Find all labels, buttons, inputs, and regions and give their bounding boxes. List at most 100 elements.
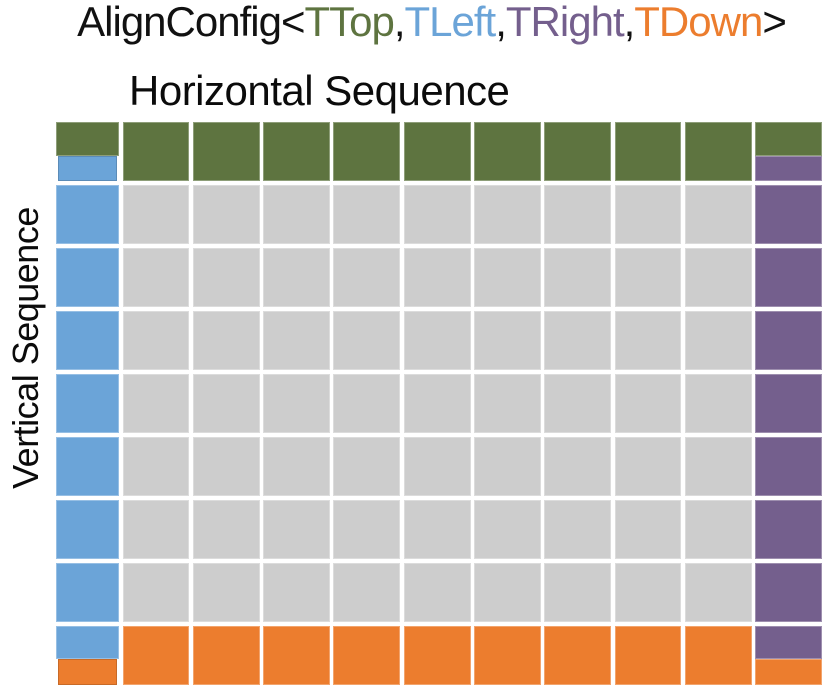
cell-interior [544, 247, 612, 308]
cell-interior [614, 184, 682, 245]
cell-interior [333, 499, 401, 560]
corner-part-left [56, 625, 119, 660]
cell-interior [263, 184, 330, 245]
title-segment-0: AlignConfig< [77, 0, 305, 45]
cell-interior [192, 373, 260, 434]
cell-top-row [474, 122, 541, 182]
cell-interior [403, 499, 471, 560]
cell-top-row [684, 122, 752, 182]
cell-top-row [192, 122, 260, 182]
cell-right-column [755, 247, 822, 308]
cell-interior [403, 562, 471, 623]
cell-interior [192, 436, 260, 497]
cell-corner-top-right [755, 122, 822, 182]
cell-interior [263, 562, 330, 623]
cell-interior [474, 310, 541, 371]
cell-right-column [755, 184, 822, 245]
cell-left-column [56, 247, 119, 308]
cell-interior [614, 562, 682, 623]
cell-interior [474, 499, 541, 560]
cell-interior [192, 562, 260, 623]
cell-top-row [403, 122, 471, 182]
cell-interior [122, 310, 190, 371]
page-title: AlignConfig<TTop,TLeft,TRight,TDown> [17, 1, 829, 43]
cell-corner-bottom-left [56, 625, 119, 685]
cell-interior [544, 499, 612, 560]
cell-bottom-row [263, 625, 330, 685]
cell-interior [614, 310, 682, 371]
cell-interior [192, 499, 260, 560]
cell-interior [122, 373, 190, 434]
corner-part-right [755, 625, 822, 660]
cell-right-column [755, 373, 822, 434]
title-segment-7: TDown [634, 0, 763, 45]
cell-interior [474, 373, 541, 434]
cell-interior [122, 499, 190, 560]
cell-interior [122, 184, 190, 245]
cell-interior [544, 310, 612, 371]
cell-interior [403, 373, 471, 434]
cell-right-column [755, 562, 822, 623]
cell-interior [614, 373, 682, 434]
corner-part-left [58, 155, 117, 182]
cell-interior [263, 499, 330, 560]
cell-top-row [333, 122, 401, 182]
corner-part-down [755, 659, 822, 685]
cell-interior [684, 436, 752, 497]
cell-top-row [544, 122, 612, 182]
cell-interior [333, 247, 401, 308]
title-segment-5: TRight [505, 0, 625, 45]
cell-interior [333, 310, 401, 371]
corner-part-right [755, 155, 822, 182]
cell-interior [263, 436, 330, 497]
cell-corner-top-left [56, 122, 119, 182]
cell-bottom-row [333, 625, 401, 685]
cell-top-row [614, 122, 682, 182]
cell-bottom-row [684, 625, 752, 685]
cell-bottom-row [122, 625, 190, 685]
cell-interior [544, 373, 612, 434]
cell-interior [122, 436, 190, 497]
title-segment-8: > [762, 0, 787, 45]
vertical-axis-label: Vertical Sequence [5, 207, 46, 489]
cell-interior [614, 436, 682, 497]
corner-part-top [755, 122, 822, 156]
cell-interior [122, 562, 190, 623]
cell-right-column [755, 310, 822, 371]
title-segment-1: TTop [304, 0, 394, 45]
cell-left-column [56, 562, 119, 623]
cell-top-row [122, 122, 190, 182]
cell-interior [474, 184, 541, 245]
cell-interior [544, 562, 612, 623]
cell-top-row [263, 122, 330, 182]
cell-interior [263, 310, 330, 371]
cell-bottom-row [403, 625, 471, 685]
title-segment-2: , [393, 0, 406, 45]
title-segment-4: , [495, 0, 507, 45]
cell-interior [333, 184, 401, 245]
title-segment-6: , [623, 0, 636, 45]
cell-interior [403, 247, 471, 308]
cell-bottom-row [192, 625, 260, 685]
cell-right-column [755, 436, 822, 497]
cell-interior [474, 247, 541, 308]
cell-left-column [56, 310, 119, 371]
cell-interior [474, 436, 541, 497]
cell-interior [263, 247, 330, 308]
cell-interior [684, 499, 752, 560]
cell-interior [684, 373, 752, 434]
cell-interior [192, 310, 260, 371]
cell-interior [403, 436, 471, 497]
cell-interior [614, 247, 682, 308]
cell-interior [192, 184, 260, 245]
cell-interior [614, 499, 682, 560]
cell-interior [544, 436, 612, 497]
cell-interior [333, 562, 401, 623]
cell-bottom-row [614, 625, 682, 685]
cell-interior [684, 184, 752, 245]
cell-interior [333, 436, 401, 497]
cell-left-column [56, 499, 119, 560]
cell-bottom-row [474, 625, 541, 685]
alignment-matrix [56, 122, 822, 685]
